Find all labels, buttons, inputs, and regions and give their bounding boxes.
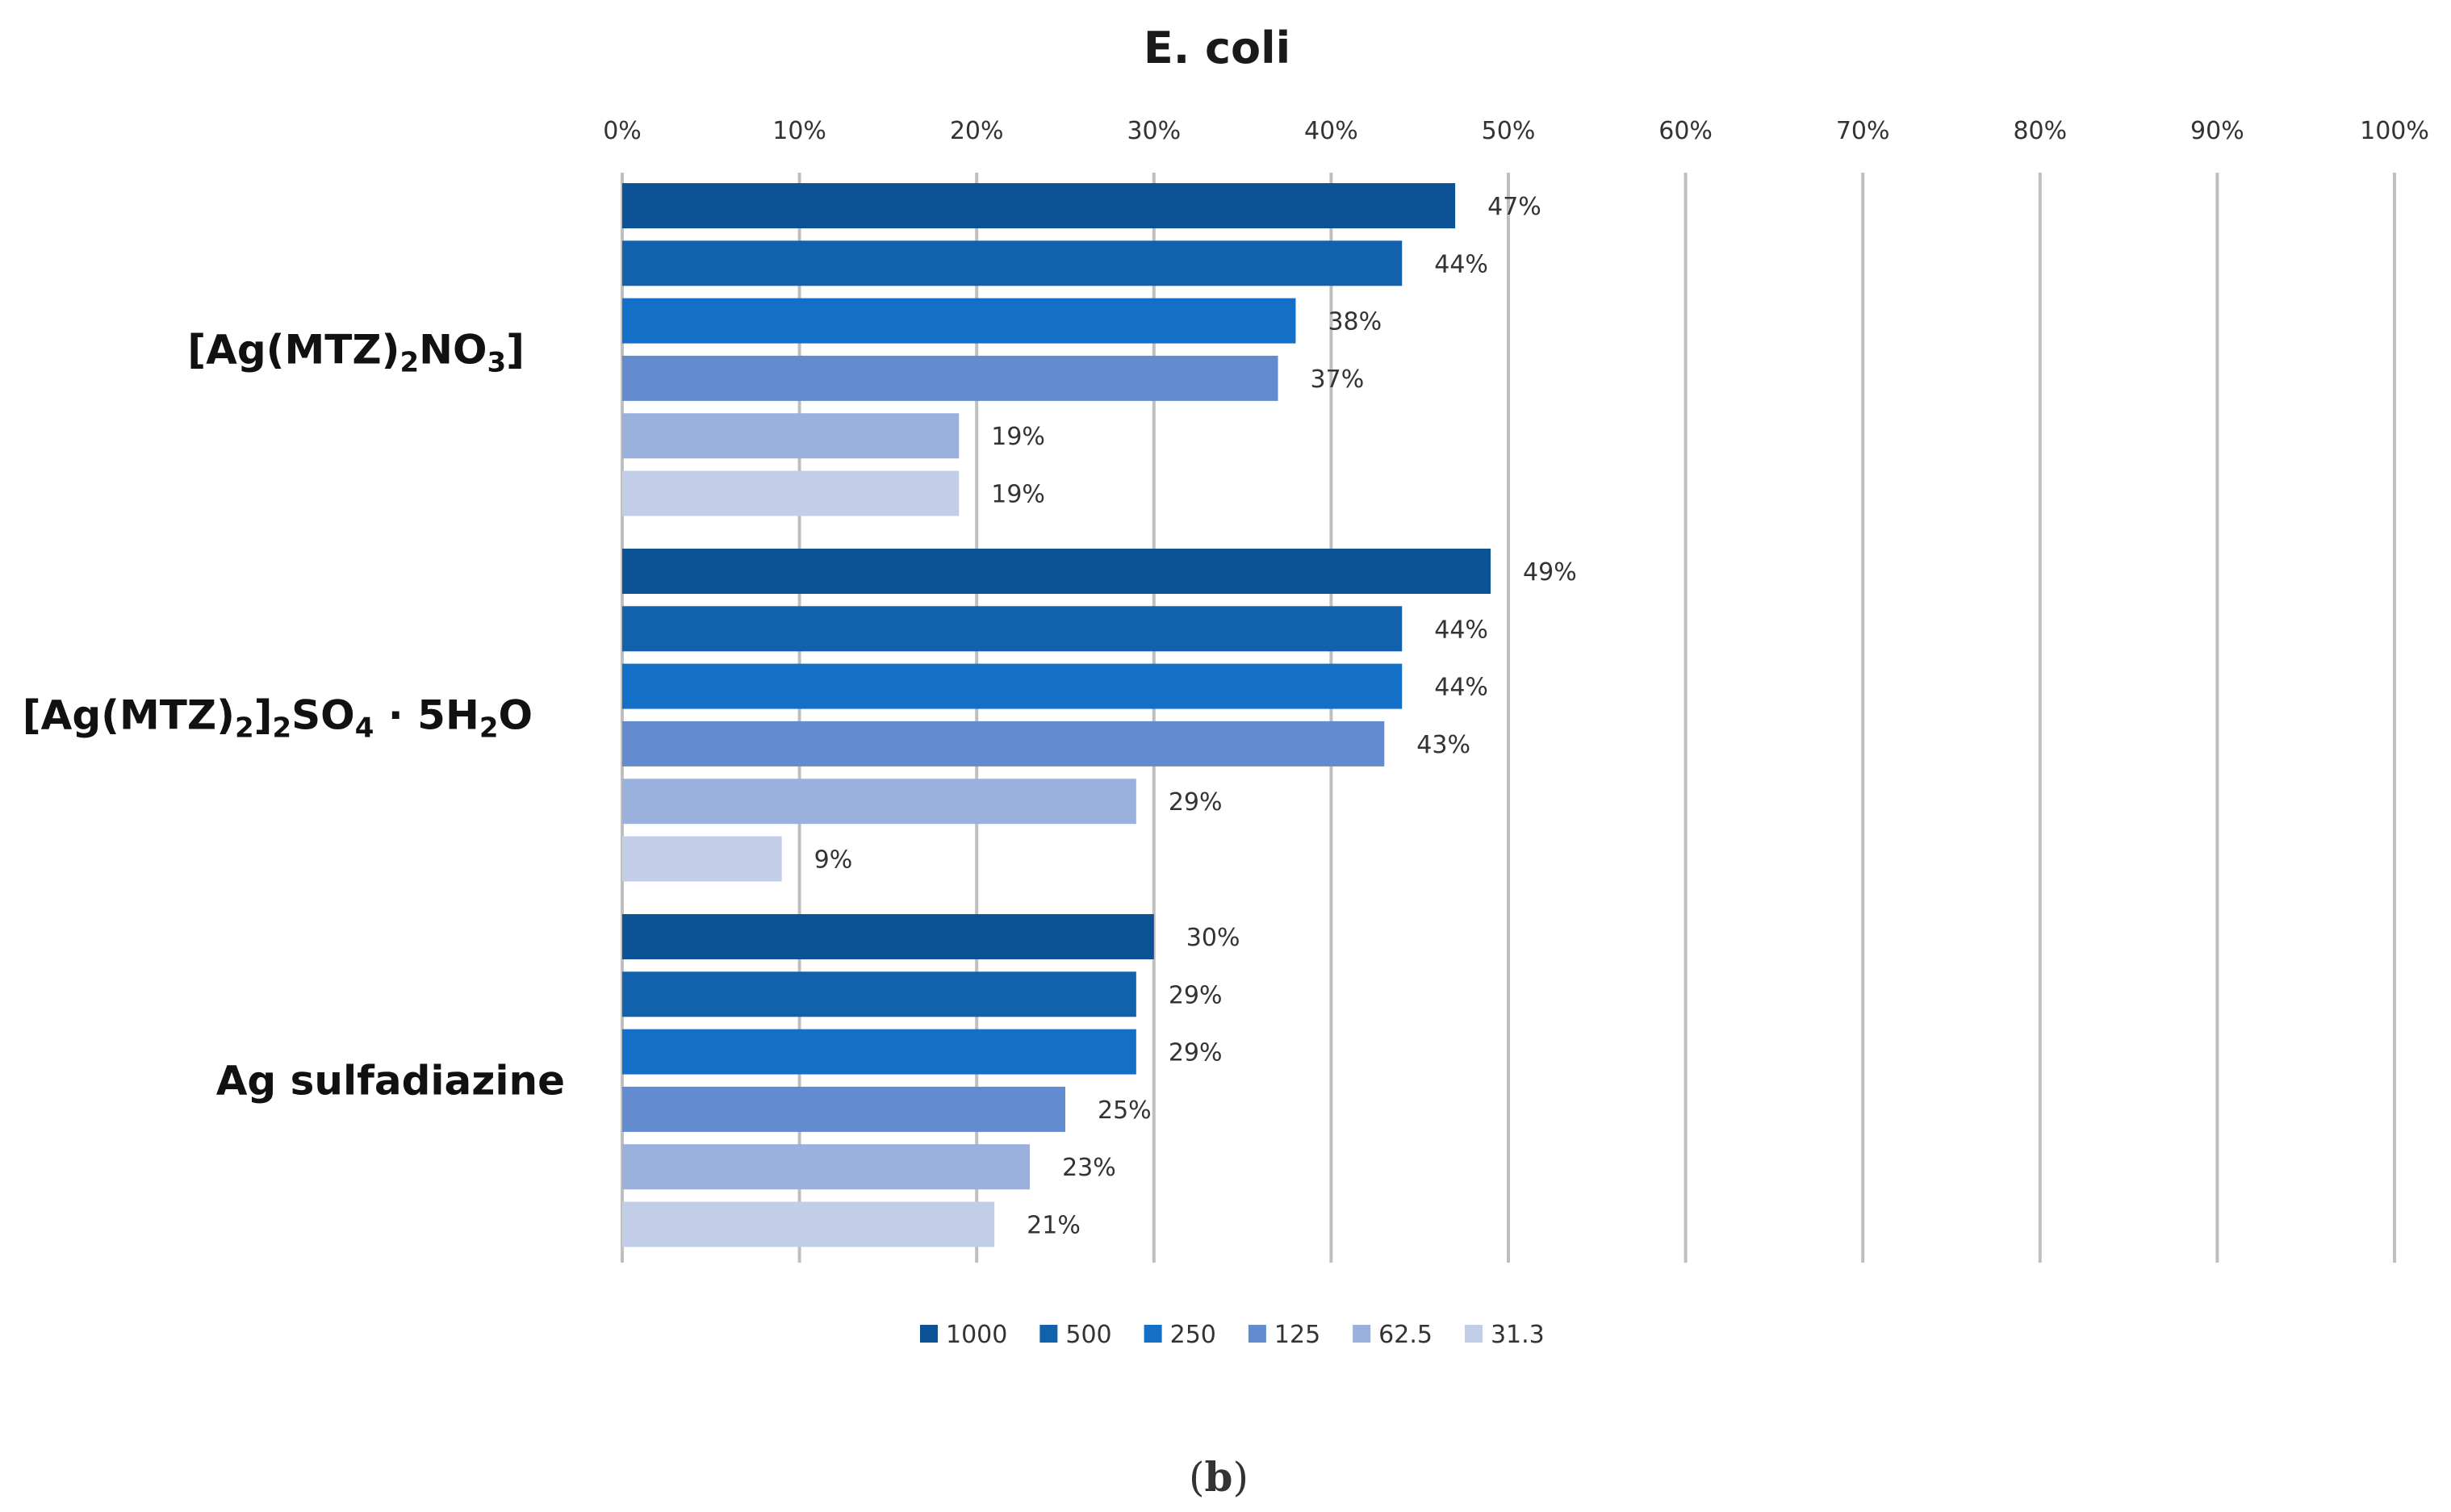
category-label-0: [Ag(MTZ)2NO3] xyxy=(187,326,525,378)
x-tick-label-5: 50% xyxy=(1482,117,1536,145)
legend: 1000 500 250 125 62.5 31.3 xyxy=(920,1321,1545,1349)
bar-2-2 xyxy=(622,1029,1136,1075)
category-label-0-part-4: ] xyxy=(506,326,525,373)
legend-swatch-5 xyxy=(1464,1325,1483,1343)
category-label-1-part-2: ] xyxy=(254,691,273,738)
data-label-0-5: 19% xyxy=(991,481,1045,509)
x-tick-label-0: 0% xyxy=(603,117,642,145)
data-label-2-2: 29% xyxy=(1169,1039,1223,1067)
data-label-0-2: 38% xyxy=(1328,308,1382,336)
category-label-1: [Ag(MTZ)2]2SO4 · 5H2O xyxy=(23,691,533,744)
data-label-2-4: 23% xyxy=(1062,1154,1116,1182)
category-label-2-part-0: Ag sulfadiazine xyxy=(216,1057,565,1104)
x-tick-label-10: 100% xyxy=(2360,117,2429,145)
caption-letter: b xyxy=(1205,1453,1233,1501)
legend-label-1: 500 xyxy=(1065,1321,1111,1349)
data-label-1-4: 29% xyxy=(1169,788,1223,817)
bar-1-3 xyxy=(622,720,1385,766)
data-label-2-0: 30% xyxy=(1186,924,1240,952)
category-label-1-part-1: 2 xyxy=(235,712,254,744)
bar-0-1 xyxy=(622,240,1403,286)
bar-2-0 xyxy=(622,914,1154,959)
gridlines xyxy=(621,173,2396,1263)
bar-2-3 xyxy=(622,1086,1065,1132)
category-label-1-part-7: 2 xyxy=(479,712,499,744)
legend-swatch-4 xyxy=(1353,1325,1371,1343)
category-label-1-part-6: · 5H xyxy=(374,691,479,738)
data-label-1-5: 9% xyxy=(814,846,853,875)
caption-open: ( xyxy=(1189,1454,1205,1501)
x-tick-label-9: 90% xyxy=(2190,117,2244,145)
legend-swatch-1 xyxy=(1039,1325,1058,1343)
category-label-1-part-0: [Ag(MTZ) xyxy=(23,691,235,738)
x-axis-ticks: 0% 10% 20% 30% 40% 50% 60% 70% 80% 90% 100% xyxy=(603,117,2429,145)
legend-label-4: 62.5 xyxy=(1378,1321,1433,1349)
data-label-0-3: 37% xyxy=(1311,365,1365,394)
data-label-1-1: 44% xyxy=(1434,616,1488,644)
data-label-0-4: 19% xyxy=(991,423,1045,451)
legend-swatch-0 xyxy=(920,1325,938,1343)
legend-label-3: 125 xyxy=(1274,1321,1320,1349)
data-label-1-3: 43% xyxy=(1416,731,1470,759)
category-label-1-part-8: O xyxy=(498,691,533,738)
bar-0-4 xyxy=(622,413,960,459)
x-tick-label-6: 60% xyxy=(1658,117,1713,145)
bar-1-2 xyxy=(622,663,1403,709)
legend-label-5: 31.3 xyxy=(1491,1321,1545,1349)
data-label-2-3: 25% xyxy=(1098,1096,1152,1125)
x-tick-label-2: 20% xyxy=(950,117,1004,145)
chart-title: E. coli xyxy=(1144,23,1290,73)
data-label-1-0: 49% xyxy=(1523,558,1577,587)
x-tick-label-8: 80% xyxy=(2013,117,2067,145)
category-label-1-part-3: 2 xyxy=(273,712,292,744)
x-tick-label-3: 30% xyxy=(1127,117,1181,145)
data-label-1-2: 44% xyxy=(1434,674,1488,702)
category-label-0-part-3: 3 xyxy=(487,346,506,378)
bar-2-5 xyxy=(622,1201,995,1247)
category-label-0-part-0: [Ag(MTZ) xyxy=(187,326,399,373)
bar-1-1 xyxy=(622,606,1403,652)
bar-0-2 xyxy=(622,298,1296,344)
bar-2-4 xyxy=(622,1144,1031,1190)
x-tick-label-7: 70% xyxy=(1836,117,1890,145)
category-label-0-part-1: 2 xyxy=(399,346,419,378)
bar-1-0 xyxy=(622,549,1491,594)
bar-0-3 xyxy=(622,355,1278,401)
legend-swatch-3 xyxy=(1248,1325,1266,1343)
category-label-0-part-2: NO xyxy=(419,326,487,373)
data-label-2-5: 21% xyxy=(1027,1212,1081,1240)
bar-0-0 xyxy=(622,183,1456,228)
bars xyxy=(622,183,1491,1247)
legend-label-0: 1000 xyxy=(946,1321,1007,1349)
bar-2-1 xyxy=(622,971,1136,1017)
caption-close: ) xyxy=(1232,1454,1249,1501)
category-label-1-part-4: SO xyxy=(291,691,355,738)
data-label-0-1: 44% xyxy=(1434,250,1488,278)
bar-1-4 xyxy=(622,779,1136,825)
data-labels: 47% 44% 38% 37% 19% 19% 49% 44% 44% 43% 29% 9% 30% 29… xyxy=(814,193,1577,1240)
data-label-0-0: 47% xyxy=(1487,193,1541,221)
category-label-1-part-5: 4 xyxy=(355,712,374,744)
x-tick-label-1: 10% xyxy=(772,117,826,145)
bar-0-5 xyxy=(622,470,960,516)
x-tick-label-4: 40% xyxy=(1304,117,1358,145)
legend-swatch-2 xyxy=(1144,1325,1162,1343)
legend-label-2: 250 xyxy=(1170,1321,1216,1349)
bar-1-5 xyxy=(622,836,782,882)
category-label-2: Ag sulfadiazine xyxy=(216,1057,565,1104)
figure-caption: (b) xyxy=(1189,1453,1249,1501)
data-label-2-1: 29% xyxy=(1169,981,1223,1009)
